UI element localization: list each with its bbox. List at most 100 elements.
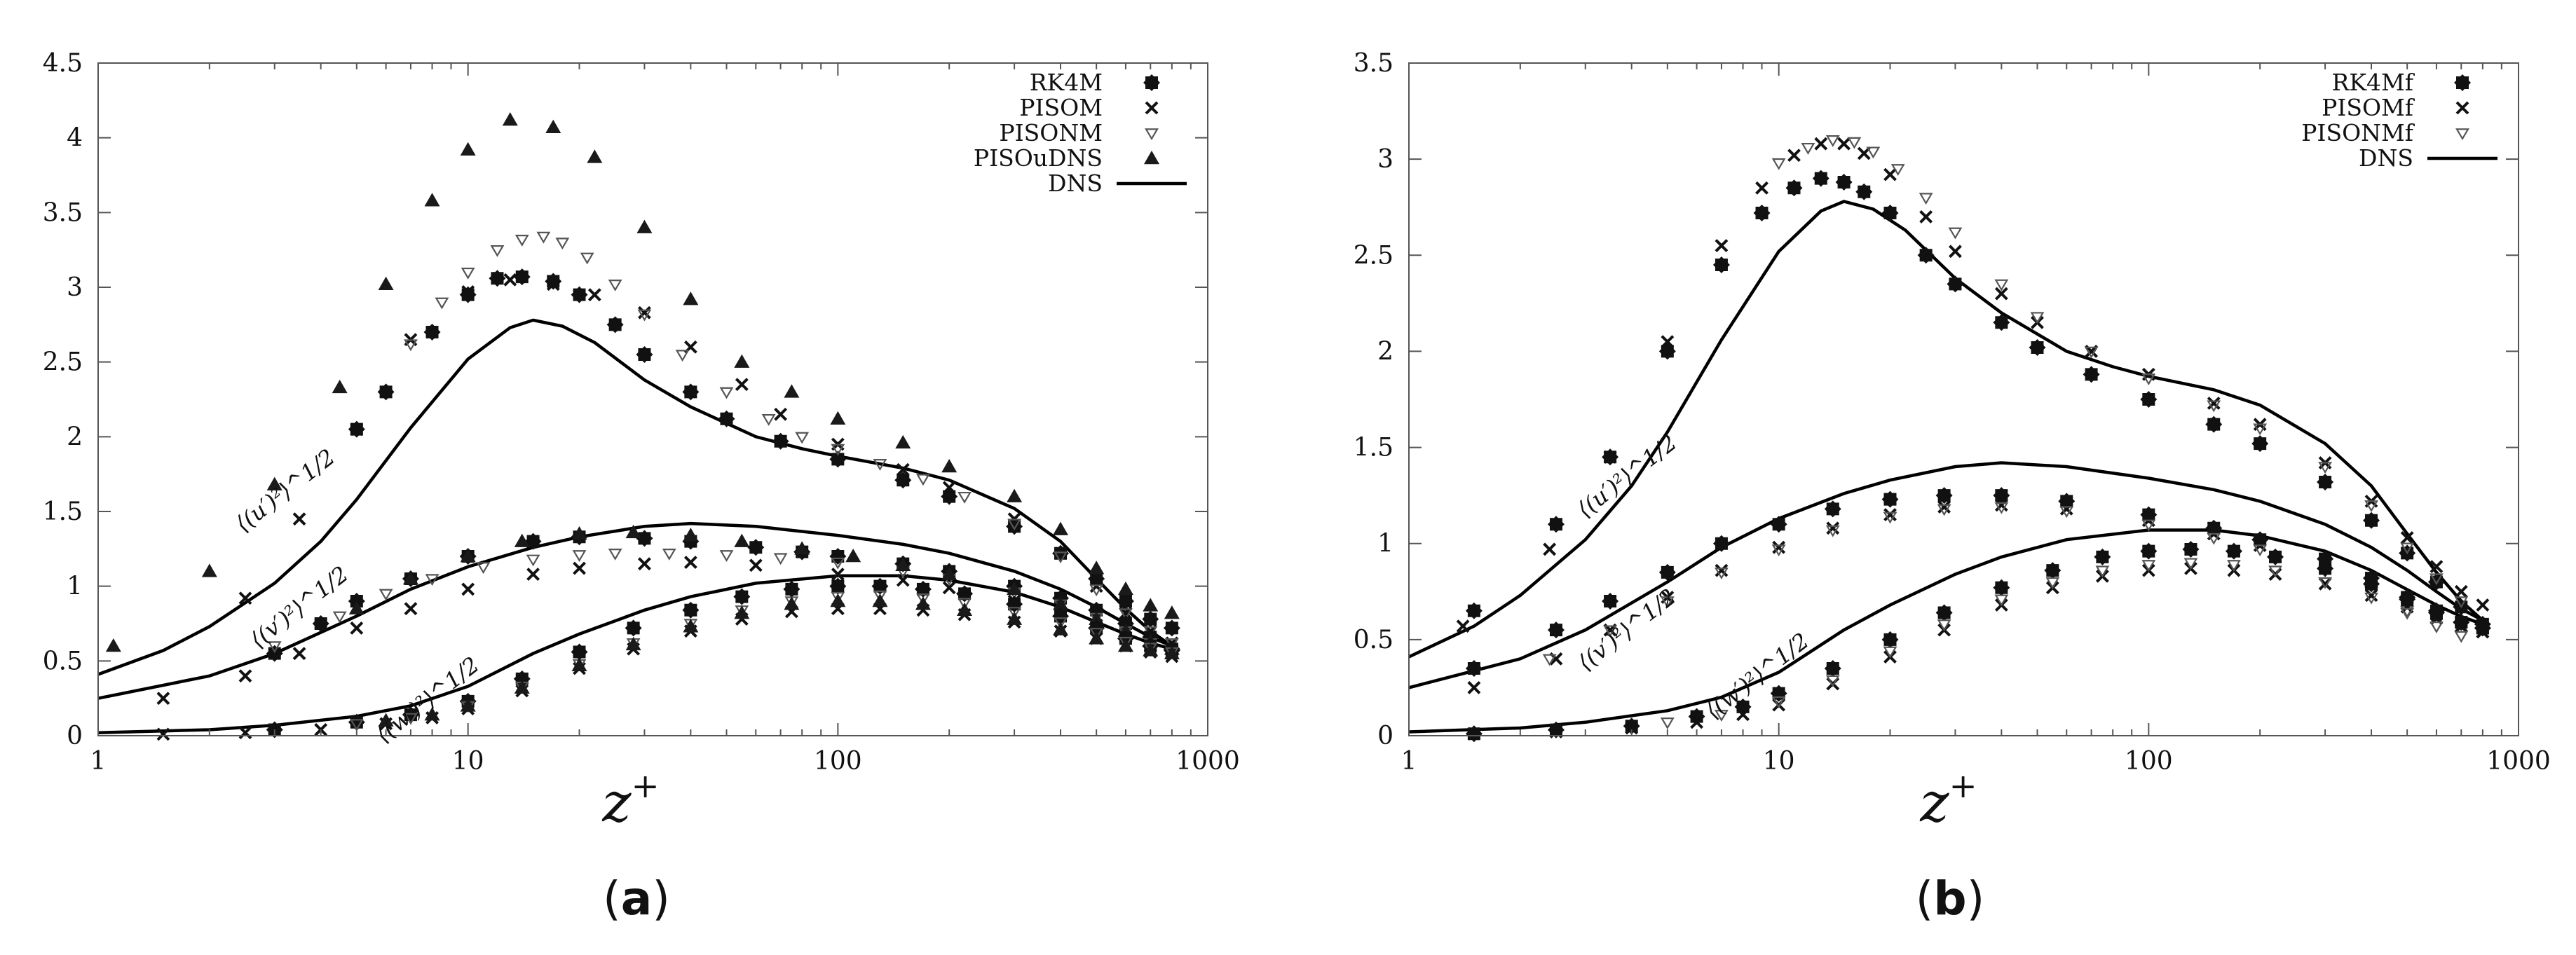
panel-a-series-pisoudns-u [105, 112, 1180, 652]
panel-b-series-pisomf-u-point [2400, 531, 2414, 544]
panel-a-series-pisoudns-u-point [1143, 598, 1159, 612]
panel-b-series-dns-v-line [1408, 461, 2483, 689]
panel-b-series-rk4mf-w-point [2474, 619, 2491, 637]
panel-b-series-rk4mf-u-point [2363, 511, 2380, 529]
panel-b-y-tick-label: 3.5 [1354, 49, 1393, 78]
panel-a-y-tick-label: 0.5 [43, 647, 83, 675]
panel-b-x-axis-label-main: z [1919, 771, 1949, 834]
panel-a-series-rk4m-u-point [829, 451, 847, 468]
panel-b-series-pisomf-u-point [1755, 181, 1769, 195]
panel-a-y-tick-label: 4.5 [43, 49, 83, 78]
panel-a-x-tick-label: 1000 [1175, 747, 1240, 776]
panel-a-series-pisom-u-point [735, 378, 749, 392]
panel-a-series-rk4m-w-point [783, 580, 800, 598]
panel-b-series-pisomf-w-point [2364, 589, 2378, 603]
panel-b-series-pisomf-w-point [2476, 625, 2490, 639]
panel-a-y-tick-label: 1 [67, 572, 83, 601]
panel-a-series-pisom-v-point [896, 573, 910, 587]
panel-b-series-rk4mf-u-point [2205, 415, 2223, 433]
panel-b-series-rk4mf-u-point [1753, 204, 1771, 221]
panel-a-series-pisoudns-u-point [378, 276, 394, 290]
panel-a-legend-item-pisom: PISOM [1019, 94, 1159, 121]
panel-a-series-pisom-v-point [156, 692, 170, 706]
panel-a-series-pisonm-u-point [831, 444, 845, 456]
panel-b-x-tick-label: 10 [1763, 747, 1795, 776]
panel-b-legend-item-pisomf-label: PISOMf [2322, 94, 2415, 121]
panel-b-series-pisonmf-u-point [1825, 135, 1840, 147]
panel-a-series-pisoudns-w-point [915, 596, 931, 610]
panel-a-y-tick-label: 3.5 [43, 198, 83, 227]
panel-b-series-pisonmf-v-point [1883, 511, 1897, 524]
panel-b-series-rk4mf-w-point [2267, 548, 2284, 565]
panel-b-caption-letter: b [1933, 872, 1966, 926]
panel-b-series-pisonmf-w-point [2430, 621, 2444, 633]
panel-b-series-pisomf-u-point [1715, 239, 1729, 252]
panel-a-series-pisoudns-w-point [460, 698, 476, 712]
panel-b-series-rk4mf-u-point [1947, 275, 1964, 293]
panel-a-series-pisom-v-point [404, 602, 418, 616]
panel-b-series-pisomf-v-point [1826, 521, 1840, 535]
panel-a-series-pisonm-w-point [1089, 628, 1104, 640]
panel-a-series-rk4m-u-point [377, 383, 395, 401]
panel-b-legend-item-rk4mf-swatch [2454, 74, 2471, 91]
panel-b-series-pisonmf-w-point [1937, 619, 1951, 632]
panel-a-series-pisoudns-v-point [683, 528, 699, 542]
panel-a-caption-label: (a) [603, 872, 670, 926]
panel-a-series-rk4m-u-point [894, 472, 912, 489]
panel-b-series-pisonmf-w-point [2268, 565, 2282, 578]
panel-a-series-pisoudns-v-point [895, 557, 911, 572]
panel-a-series-pisonm-w-point [831, 591, 845, 604]
panel-a-series-rk4m-v-point [829, 548, 847, 565]
panel-b-series-pisonmf-v-point [2253, 544, 2268, 557]
panel-a-series-rk4m-w-point [348, 713, 365, 731]
panel-a-series-rk4m-u-point [606, 316, 624, 334]
panel-a-series-dns-w-line [97, 574, 1173, 734]
panel-b-legend-item-pisonmf-label: PISONMf [2301, 119, 2415, 146]
panel-b-y-tick-label: 0 [1377, 722, 1393, 750]
panel-b-series-pisonmf-u-point [2454, 596, 2469, 609]
panel-b-series-pisomf-u-point [1456, 619, 1470, 633]
panel-a-series-pisonm-v-point [831, 557, 845, 570]
panel-b-series-rk4mf-v-point [1602, 593, 1619, 610]
panel-a-series-pisoudns-u-point [1117, 581, 1133, 596]
panel-a-series-pisom-v-point [749, 558, 763, 572]
panel-a-series-pisoudns-w-point [1053, 621, 1069, 635]
panel-a-legend-item-pisom-swatch [1145, 101, 1159, 115]
panel-b-series-pisomf-u-point [1787, 149, 1801, 163]
panel-b-series-rk4mf-v-point [1712, 535, 1730, 552]
panel-b-series-pisonmf-w [1660, 558, 2469, 729]
panel-a-series-pisonm-v-point [379, 589, 393, 601]
panel-b-series-rk4mf-v-point [1824, 500, 1841, 518]
panel-a-series-pisonm-u-point [719, 387, 734, 399]
panel-a-series-pisonm-w-point [1007, 607, 1022, 619]
panel-a-x-axis-label-main: z [601, 771, 632, 834]
panel-b-plot-frame [1408, 62, 2519, 736]
panel-a-legend-item-dns-label: DNS [1048, 170, 1103, 197]
panel-b-series-rk4mf-u-point [1917, 247, 1935, 264]
panel-b-series-pisomf-u-point [1837, 137, 1851, 151]
panel-b-legend-item-dns-label: DNS [2359, 144, 2413, 172]
panel-a-series-rk4m-w-point [625, 619, 642, 637]
panel-a-y-tick-label: 3 [67, 273, 83, 302]
panel-b-x-axis-label-sup: + [1949, 767, 1977, 806]
panel-b-series-pisonmf-u-point [1890, 164, 1905, 177]
panel-a-series-pisoudns-u-point [1164, 605, 1180, 619]
panel-a-series-rk4m-u-point [423, 324, 441, 341]
panel-a-series-pisoudns-u-point [266, 476, 282, 490]
panel-a-y-tick-label: 1.5 [43, 497, 83, 526]
panel-a-series-pisonm-v-point [267, 641, 282, 654]
panel-a-series-pisonm-u-point [795, 432, 810, 444]
panel-a-series-pisoudns-u-point [1089, 561, 1105, 575]
panel-a-series-pisoudns-w-point [872, 593, 888, 607]
panel-b-series-pisomf-v-point [1994, 498, 2008, 512]
panel-a-series-pisoudns-v-point [1089, 611, 1105, 625]
panel-b-caption-label: (b) [1916, 872, 1985, 926]
panel-a-series-pisoudns-u-point [332, 379, 348, 394]
panel-a-series-pisom-u-point [350, 422, 364, 437]
panel-b-series-pisonmf-u-point [1919, 193, 1933, 205]
panel-a-series-pisoudns-u-point [201, 563, 217, 577]
panel-a-series-pisoudns-u-point [424, 193, 440, 207]
panel-a-series-pisoudns-v-point [514, 533, 530, 547]
panel-b-series-pisonmf-v-point [2059, 506, 2074, 518]
panel-a-series-pisoudns-u-point [830, 411, 846, 425]
